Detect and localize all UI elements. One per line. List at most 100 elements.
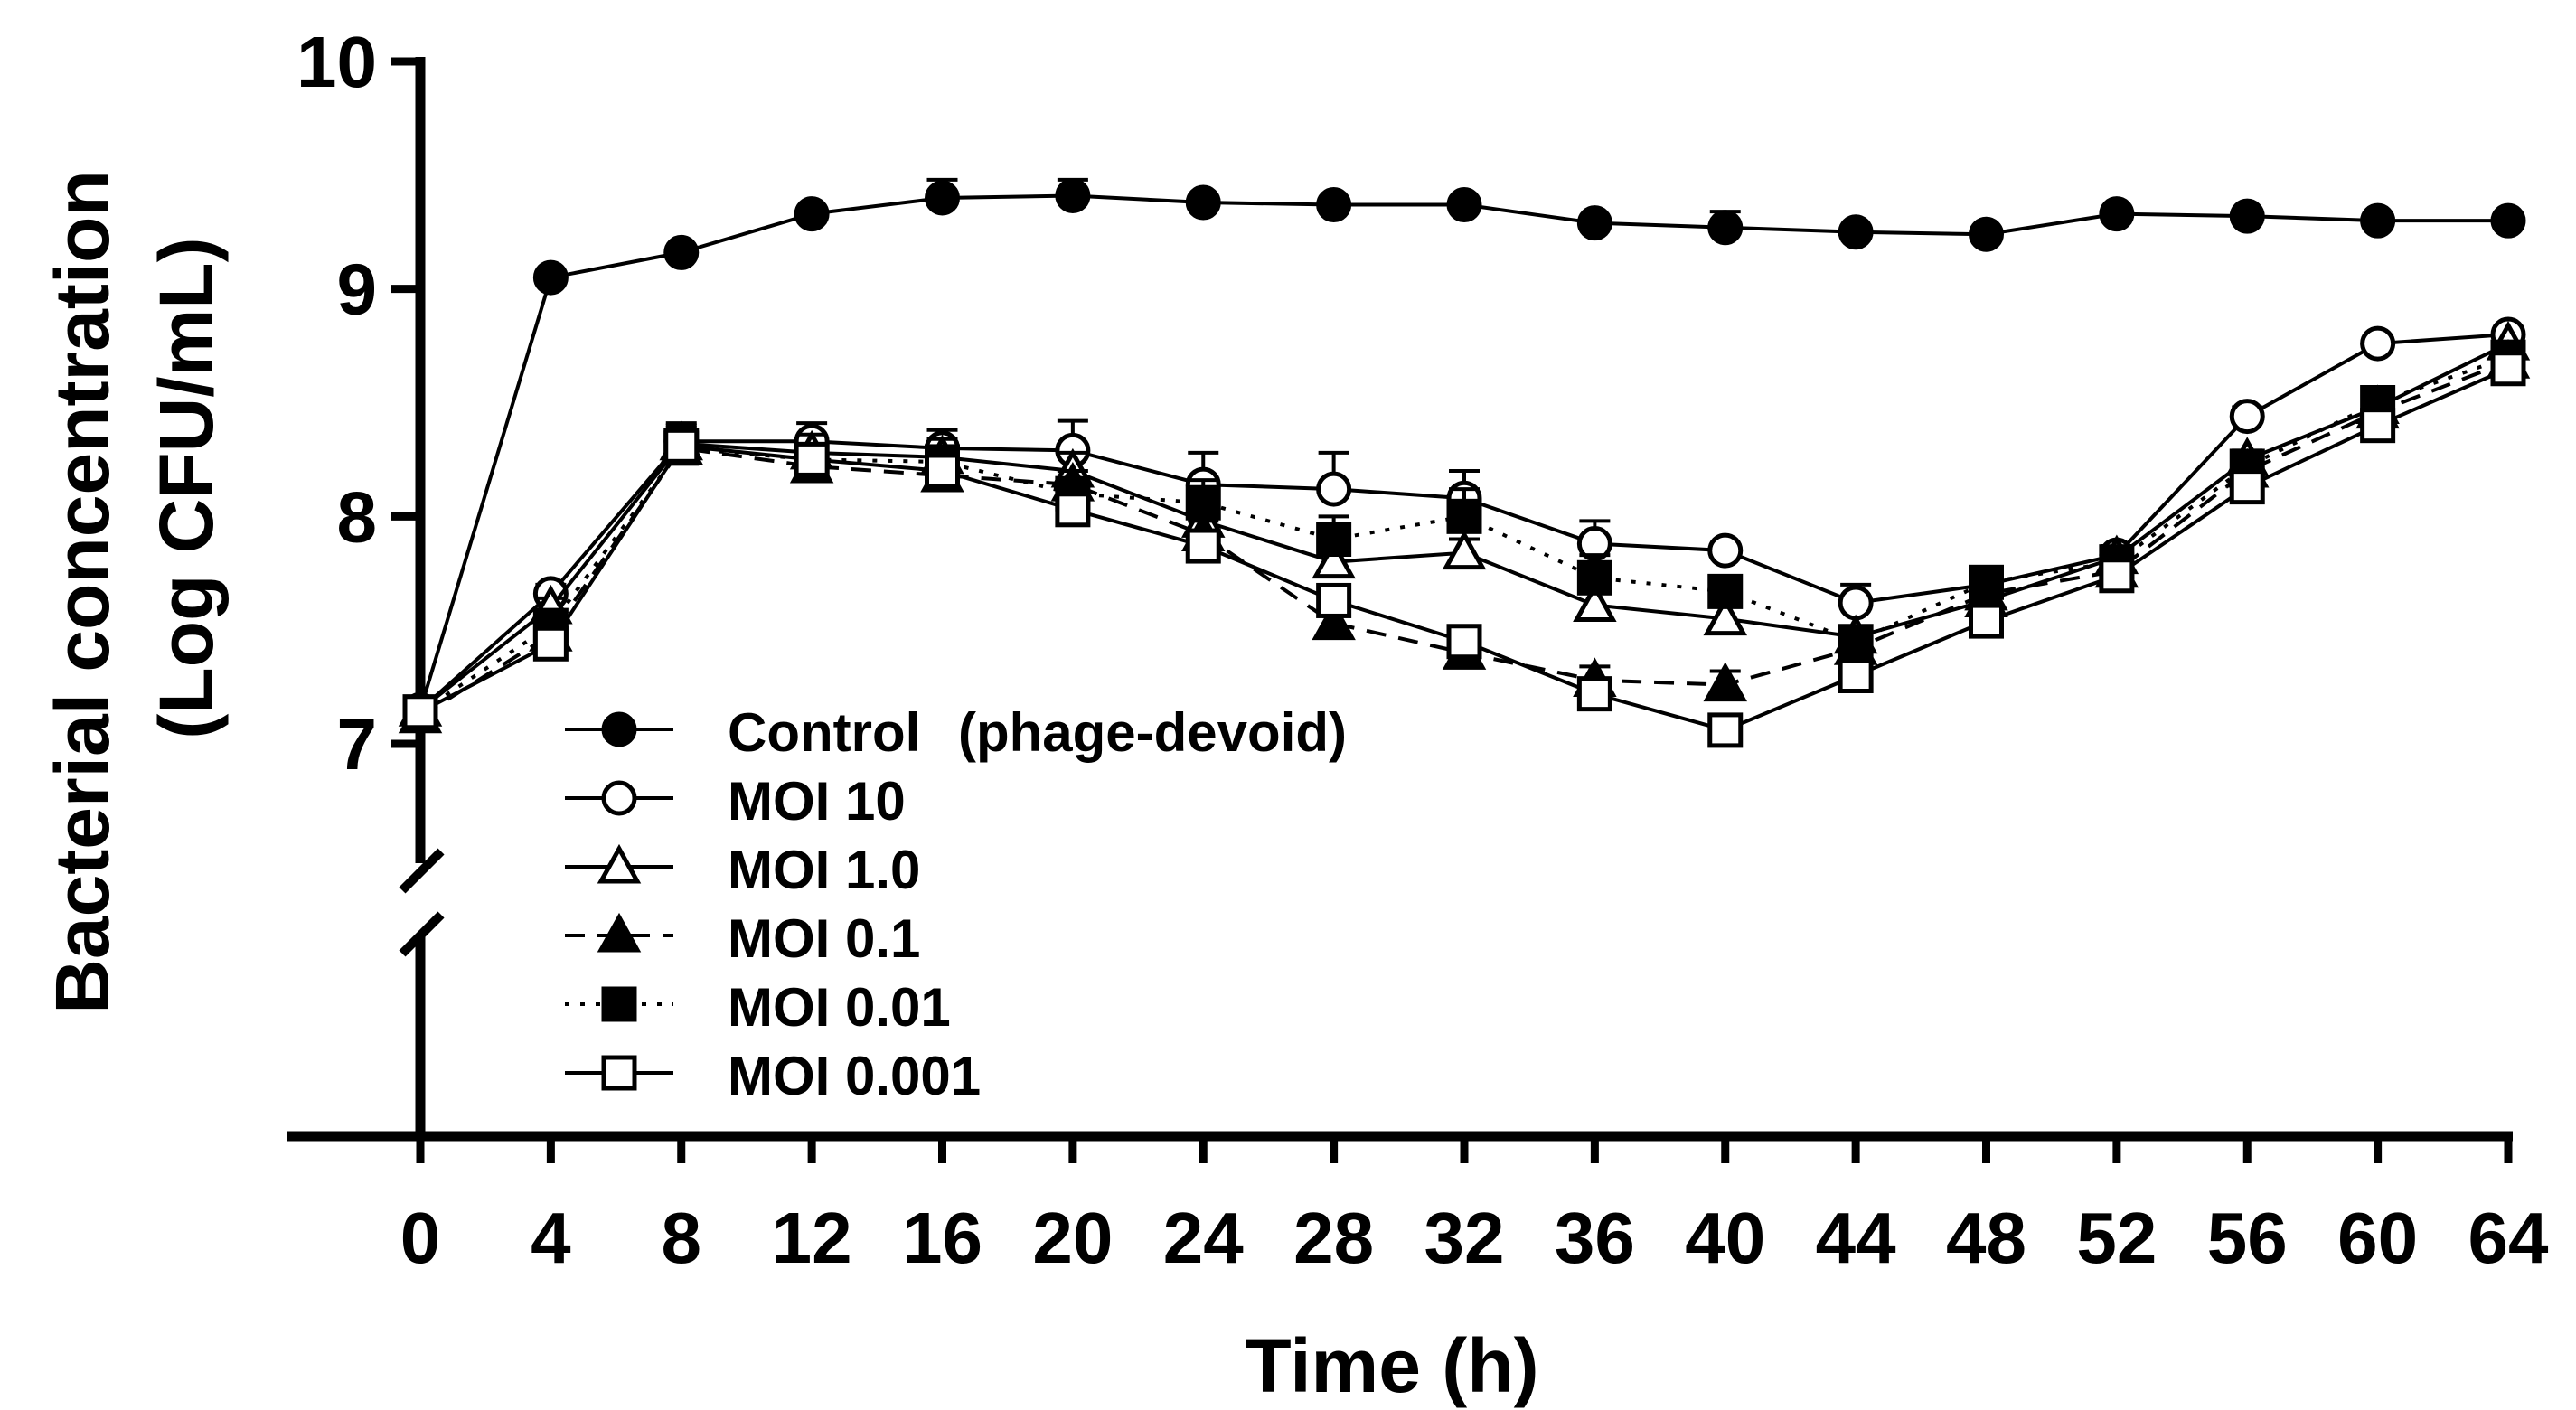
legend-item: MOI 0.1 bbox=[565, 908, 920, 969]
x-tick-label: 60 bbox=[2337, 1198, 2418, 1278]
data-point bbox=[1316, 471, 1352, 507]
data-point bbox=[402, 694, 438, 730]
legend-label: Control bbox=[728, 702, 920, 763]
data-point bbox=[1573, 582, 1617, 622]
legend-label-note: (phage-devoid) bbox=[958, 702, 1347, 763]
data-point bbox=[1703, 596, 1747, 636]
series-control bbox=[402, 177, 2526, 728]
data-point bbox=[1969, 216, 2004, 252]
data-point bbox=[532, 625, 569, 662]
data-point bbox=[925, 453, 960, 489]
data-point bbox=[2360, 408, 2396, 444]
axes bbox=[287, 57, 2513, 1142]
x-tick-label: 28 bbox=[1293, 1198, 1374, 1278]
legend: Control (phage-devoid) MOI 10 MOI 1.0 MOI 0.… bbox=[565, 702, 1347, 1106]
data-point bbox=[1312, 600, 1356, 641]
legend-item: Control (phage-devoid) bbox=[565, 702, 1347, 763]
x-tick-label: 44 bbox=[1816, 1198, 1896, 1278]
legend-item: MOI 10 bbox=[565, 771, 906, 832]
legend-marker bbox=[601, 780, 637, 816]
x-tick-label: 56 bbox=[2207, 1198, 2288, 1278]
legend-label: MOI 0.01 bbox=[728, 977, 951, 1038]
data-point bbox=[1446, 498, 1482, 534]
data-point bbox=[2099, 558, 2135, 594]
y-tick-label: 8 bbox=[337, 476, 378, 557]
data-point bbox=[663, 428, 700, 464]
data-point bbox=[663, 234, 700, 270]
legend-item: MOI 1.0 bbox=[565, 840, 920, 900]
data-point bbox=[1446, 624, 1482, 660]
x-tick-label: 12 bbox=[772, 1198, 852, 1278]
x-tick-label: 0 bbox=[400, 1198, 441, 1278]
x-tick-label: 36 bbox=[1555, 1198, 1635, 1278]
x-axis-title: Time (h) bbox=[1245, 1323, 1538, 1408]
data-point bbox=[1838, 214, 1874, 250]
x-tick-label: 40 bbox=[1685, 1198, 1765, 1278]
data-point bbox=[1055, 177, 1091, 213]
legend-item: MOI 0.001 bbox=[565, 1046, 981, 1106]
x-tick-label: 8 bbox=[662, 1198, 702, 1278]
x-tick-label: 32 bbox=[1424, 1198, 1505, 1278]
legend-item: MOI 0.01 bbox=[565, 977, 951, 1038]
data-point bbox=[1707, 712, 1744, 748]
data-point bbox=[532, 259, 569, 296]
data-point bbox=[1442, 530, 1487, 570]
data-point bbox=[1838, 658, 1874, 693]
series-moi-0-001 bbox=[402, 351, 2526, 748]
data-point bbox=[1707, 532, 1744, 569]
data-point bbox=[2229, 469, 2265, 505]
data-point bbox=[1969, 603, 2004, 639]
data-point bbox=[794, 441, 830, 477]
data-point bbox=[1838, 624, 1874, 660]
legend-label: MOI 1.0 bbox=[728, 840, 920, 900]
data-point bbox=[1312, 539, 1356, 579]
x-tick-label: 16 bbox=[902, 1198, 982, 1278]
data-point bbox=[1576, 559, 1612, 596]
legend-marker bbox=[597, 912, 642, 953]
legend-label: MOI 0.001 bbox=[728, 1046, 981, 1106]
axis-break-mark bbox=[399, 911, 445, 957]
x-tick-label: 48 bbox=[1946, 1198, 2026, 1278]
data-point bbox=[1446, 187, 1482, 223]
data-point bbox=[2360, 325, 2396, 362]
legend-marker bbox=[601, 711, 637, 747]
axis-break-mark bbox=[399, 848, 445, 894]
data-point bbox=[2229, 399, 2265, 435]
data-point bbox=[1576, 676, 1612, 712]
x-tick-label: 64 bbox=[2468, 1198, 2549, 1278]
data-point bbox=[1055, 492, 1091, 528]
data-point bbox=[1185, 484, 1221, 521]
data-point bbox=[925, 180, 960, 216]
legend-marker bbox=[597, 843, 642, 884]
data-point bbox=[1707, 573, 1744, 609]
data-point bbox=[1316, 582, 1352, 618]
data-point bbox=[1838, 585, 1874, 621]
data-point bbox=[1316, 187, 1352, 223]
legend-marker bbox=[601, 986, 637, 1022]
data-point bbox=[1703, 662, 1747, 702]
data-point bbox=[1969, 564, 2004, 600]
data-point bbox=[2099, 196, 2135, 232]
data-point bbox=[2360, 202, 2396, 239]
data-point bbox=[1185, 528, 1221, 564]
data-point bbox=[2490, 202, 2526, 239]
x-tick-label: 24 bbox=[1163, 1198, 1244, 1278]
y-axis-title-line1: Bacterial concentration bbox=[40, 170, 125, 1014]
legend-label: MOI 10 bbox=[728, 771, 906, 832]
y-axis-title-line2: (Log CFU/mL) bbox=[144, 237, 229, 738]
y-tick-label: 7 bbox=[337, 704, 378, 785]
series-layer bbox=[398, 177, 2531, 748]
x-tick-label: 4 bbox=[531, 1198, 571, 1278]
data-point bbox=[794, 196, 830, 232]
x-tick-label: 52 bbox=[2076, 1198, 2157, 1278]
data-point bbox=[2490, 351, 2526, 387]
data-point bbox=[1316, 522, 1352, 557]
data-point bbox=[1707, 210, 1744, 246]
legend-marker bbox=[601, 1055, 637, 1091]
legend-label: MOI 0.1 bbox=[728, 908, 920, 969]
y-tick-label: 10 bbox=[296, 22, 377, 102]
y-tick-label: 9 bbox=[337, 249, 378, 330]
data-point bbox=[2229, 198, 2265, 234]
data-point bbox=[1576, 205, 1612, 241]
